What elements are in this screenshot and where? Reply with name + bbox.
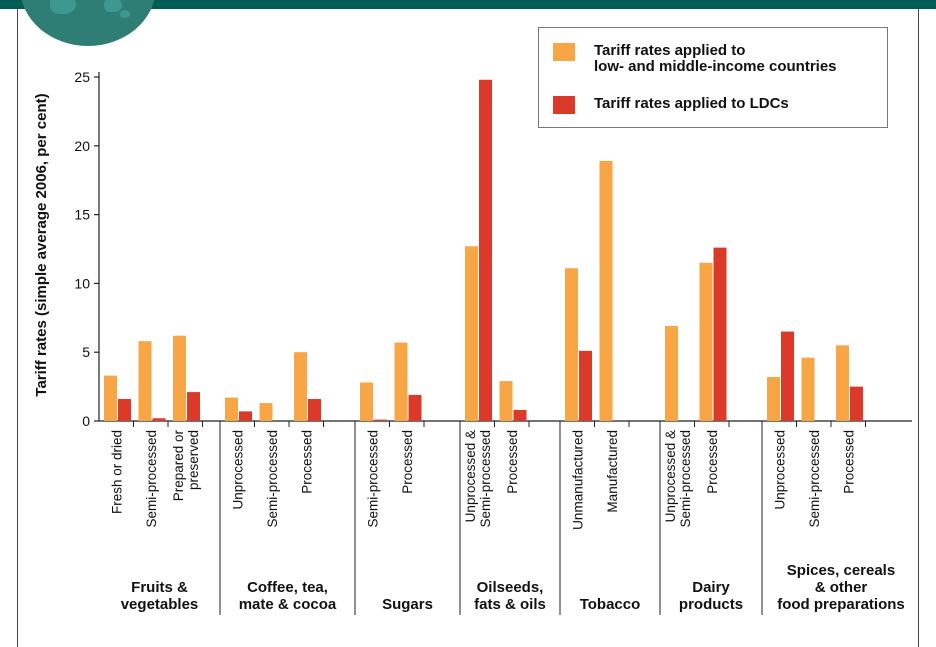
legend: Tariff rates applied to low- and middle-… bbox=[538, 27, 888, 128]
bar-ldc bbox=[239, 411, 252, 421]
bar-ldc bbox=[513, 409, 527, 421]
bar-low-middle bbox=[599, 160, 613, 421]
bar-ldc bbox=[479, 79, 492, 421]
bar-low-middle bbox=[665, 326, 678, 421]
category-label: Processed bbox=[400, 430, 415, 494]
category-label: Semi-processed bbox=[265, 430, 280, 528]
bar-low-middle bbox=[565, 268, 578, 421]
bar-ldc bbox=[374, 419, 387, 421]
category-label: Processed bbox=[841, 430, 856, 494]
header-band bbox=[0, 0, 936, 9]
bar-low-middle bbox=[138, 341, 152, 421]
group-label: mate & cocoa bbox=[239, 596, 337, 613]
legend-swatch-ldc bbox=[553, 96, 575, 114]
category-label: Manufactured bbox=[605, 430, 620, 513]
y-axis-title: Tariff rates (simple average 2006, per c… bbox=[33, 93, 50, 396]
bar-low-middle bbox=[173, 335, 186, 421]
bar-low-middle bbox=[360, 382, 373, 421]
category-label: preserved bbox=[186, 430, 201, 490]
group-label: food preparations bbox=[777, 596, 905, 613]
legend-label-ldc: Tariff rates applied to LDCs bbox=[594, 95, 789, 112]
bar-ldc bbox=[579, 350, 592, 421]
group-label: fats & oils bbox=[474, 596, 546, 613]
legend-item-ldc: Tariff rates applied to LDCs bbox=[553, 96, 789, 114]
y-tick-label: 15 bbox=[74, 207, 90, 223]
group-label: Coffee, tea, bbox=[247, 579, 328, 596]
category-label: Unmanufactured bbox=[570, 430, 585, 530]
category-label: Processed bbox=[705, 430, 720, 494]
legend-swatch-low-middle bbox=[553, 43, 575, 61]
category-label: Semi-processed bbox=[478, 430, 493, 528]
bar-low-middle bbox=[465, 246, 478, 421]
group-label: Dairy bbox=[692, 579, 730, 596]
category-label: Processed bbox=[505, 430, 520, 494]
group-label: Oilseeds, bbox=[477, 579, 544, 596]
bar-low-middle bbox=[294, 352, 307, 421]
bar-low-middle bbox=[801, 357, 815, 421]
bar-low-middle bbox=[225, 397, 238, 421]
bar-ldc bbox=[187, 392, 200, 421]
y-tick-label: 10 bbox=[74, 275, 90, 291]
y-tick-label: 5 bbox=[82, 344, 90, 360]
bar-ldc bbox=[152, 418, 166, 421]
bar-low-middle bbox=[499, 381, 513, 421]
bar-ldc bbox=[713, 247, 727, 421]
group-label: products bbox=[679, 596, 743, 613]
category-label: Processed bbox=[299, 430, 314, 494]
bar-low-middle bbox=[767, 376, 780, 421]
bar-ldc bbox=[850, 386, 863, 421]
bar-ldc bbox=[408, 394, 422, 421]
bar-low-middle bbox=[259, 403, 273, 421]
group-label: Fruits & bbox=[131, 579, 188, 596]
category-label: Semi-processed bbox=[678, 430, 693, 528]
group-label: & other bbox=[815, 579, 868, 596]
legend-label-low-middle: Tariff rates applied to low- and middle-… bbox=[594, 42, 837, 75]
group-label: Sugars bbox=[382, 596, 433, 613]
category-label: Semi-processed bbox=[807, 430, 822, 528]
category-label: Semi-processed bbox=[365, 430, 380, 528]
category-label: Unprocessed bbox=[230, 430, 245, 510]
category-label: Prepared or bbox=[171, 430, 186, 502]
category-label: Unprocessed & bbox=[663, 430, 678, 522]
category-label: Fresh or dried bbox=[109, 430, 124, 514]
bar-ldc bbox=[118, 398, 131, 421]
category-label: Semi-processed bbox=[144, 430, 159, 528]
bar-low-middle bbox=[836, 345, 849, 421]
bar-ldc bbox=[308, 398, 321, 421]
bar-low-middle bbox=[104, 375, 117, 421]
y-tick-label: 20 bbox=[74, 138, 90, 154]
legend-item-low-middle: Tariff rates applied to low- and middle-… bbox=[553, 43, 837, 75]
bar-low-middle bbox=[699, 262, 713, 421]
y-tick-label: 25 bbox=[74, 69, 90, 85]
category-label: Unprocessed & bbox=[463, 430, 478, 522]
group-label: Tobacco bbox=[580, 596, 641, 613]
chart-frame bbox=[17, 9, 919, 647]
bar-low-middle bbox=[394, 342, 408, 421]
bar-ldc bbox=[781, 331, 794, 421]
y-tick-label: 0 bbox=[82, 413, 90, 429]
category-label: Unprocessed bbox=[772, 430, 787, 510]
group-label: Spices, cereals bbox=[787, 562, 895, 579]
group-label: vegetables bbox=[121, 596, 199, 613]
